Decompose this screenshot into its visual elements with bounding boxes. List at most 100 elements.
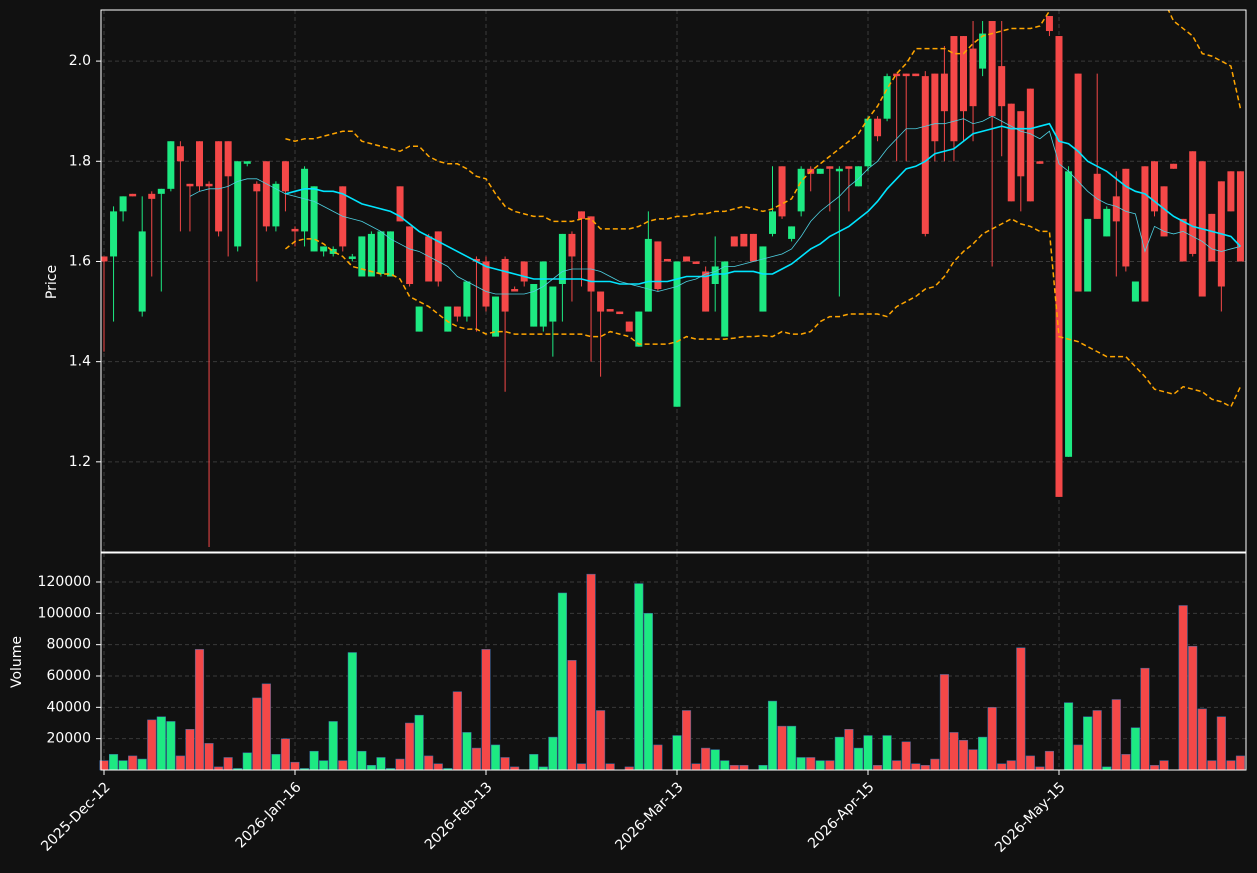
candle-body	[1112, 196, 1120, 222]
panel-frame	[100, 9, 1247, 553]
candle-body	[243, 161, 251, 164]
candle-body	[998, 66, 1006, 107]
volume-bar	[548, 736, 558, 771]
volume-bar	[500, 757, 510, 771]
volume-bar	[815, 760, 825, 771]
volume-bar	[873, 765, 883, 771]
volume-bar	[596, 710, 606, 771]
volume-bar	[109, 754, 119, 771]
candle-body	[358, 236, 366, 277]
candle-body	[167, 141, 175, 189]
candle-body	[1017, 111, 1025, 177]
candle-body	[1036, 161, 1044, 164]
y-tick-label: 100000	[38, 605, 91, 621]
candle-body	[148, 193, 156, 199]
candle-body	[1084, 218, 1092, 292]
volume-bar	[701, 747, 711, 771]
y-tick-label: 1.6	[69, 253, 91, 269]
candle-body	[453, 306, 461, 317]
volume-bar	[853, 747, 864, 771]
candle-body	[1141, 166, 1149, 302]
candle-body	[1170, 163, 1178, 169]
candle-body	[176, 146, 184, 162]
candle-body	[472, 258, 480, 262]
volume-bar	[1130, 727, 1140, 771]
candle-body	[253, 183, 261, 192]
candle-body	[635, 311, 643, 347]
candle-body	[883, 76, 891, 119]
volume-bar	[1207, 760, 1217, 771]
candle-body	[262, 161, 270, 227]
candle-body	[1160, 186, 1168, 237]
volume-bar	[309, 750, 319, 771]
volume-bar	[911, 763, 921, 771]
volume-bar	[978, 736, 988, 771]
volume-bar	[863, 735, 873, 771]
y-tick-label: 2.0	[69, 53, 91, 69]
volume-bar	[586, 573, 596, 771]
volume-bar	[901, 741, 911, 771]
volume-bar	[1025, 755, 1035, 771]
candle-body	[1045, 16, 1053, 32]
volume-bar	[147, 719, 157, 771]
volume-bar	[1159, 760, 1169, 771]
candle-body	[826, 166, 834, 169]
candle-body	[893, 73, 901, 77]
candle-body	[444, 306, 452, 332]
candle-body	[1093, 173, 1101, 219]
candle-body	[205, 183, 213, 187]
volume-bar	[1016, 647, 1026, 771]
volume-bar	[777, 725, 787, 771]
volume-bar	[166, 721, 176, 771]
volume-bar	[882, 735, 892, 771]
volume-bar	[1006, 760, 1016, 771]
candle-body	[854, 166, 862, 187]
candle-body	[224, 141, 232, 177]
candle-body	[979, 33, 987, 69]
candle-body	[1131, 281, 1139, 302]
candle-body	[912, 73, 920, 77]
candle-body	[463, 281, 471, 317]
candle-body	[730, 236, 738, 247]
candle-body	[874, 118, 882, 137]
candle-body	[702, 271, 710, 312]
candle-body	[1103, 208, 1111, 237]
y-tick-label: 40000	[46, 699, 91, 715]
candle-body	[1122, 168, 1130, 267]
volume-bar	[1140, 667, 1150, 771]
indicator-line	[285, 122, 1242, 285]
volume-bar	[567, 660, 577, 771]
volume-bar	[634, 583, 644, 771]
volume-bar	[796, 757, 806, 771]
candle-body	[406, 226, 414, 285]
volume-bar	[720, 760, 730, 771]
candle-body	[740, 233, 748, 247]
volume-bar	[653, 744, 663, 771]
candle-body	[367, 233, 375, 277]
volume-bar	[844, 729, 854, 771]
candle-body	[587, 216, 595, 292]
volume-bar	[452, 691, 462, 771]
candles	[101, 10, 1244, 547]
y-tick-label: 1.2	[69, 454, 91, 470]
candle-body	[711, 266, 719, 285]
candle-body	[769, 211, 776, 234]
candle-body	[969, 48, 977, 107]
volume-bar	[1044, 750, 1055, 771]
y-tick-label: 1.8	[69, 153, 91, 169]
candle-body	[549, 286, 557, 322]
volume-bar	[987, 707, 997, 771]
candle-body	[654, 241, 662, 290]
volume-bar	[825, 760, 835, 771]
candle-body	[110, 211, 118, 257]
volume-bar	[328, 721, 338, 771]
volume-bar	[1111, 699, 1121, 771]
volume-bar	[806, 757, 816, 771]
volume-bar	[1073, 744, 1083, 771]
candle-body	[1151, 161, 1158, 212]
candle-body	[434, 231, 442, 282]
volume-bar	[787, 725, 797, 771]
candle-body	[1074, 73, 1082, 292]
volume-bar	[691, 763, 701, 771]
